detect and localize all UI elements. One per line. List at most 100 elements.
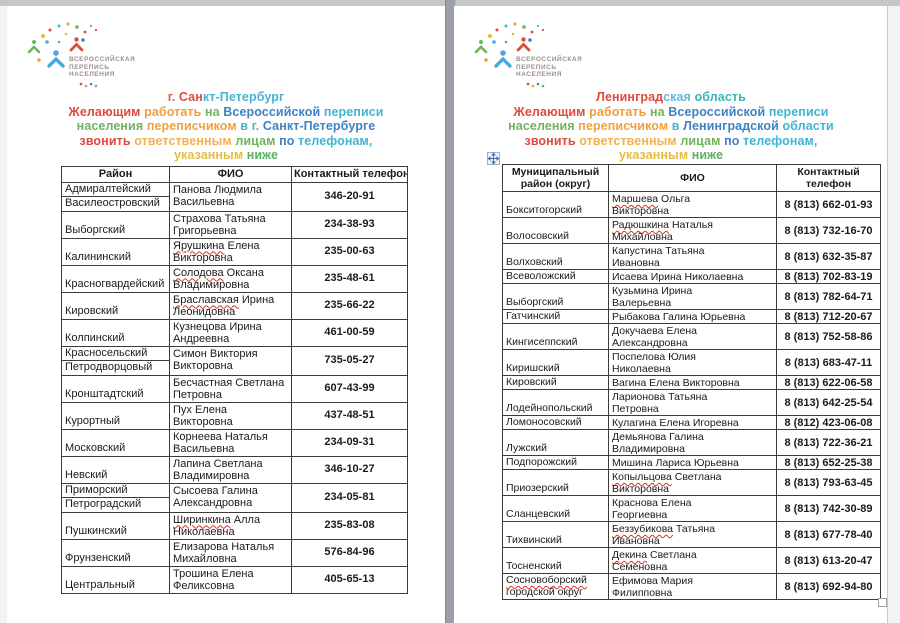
phone-cell: 8 (813) 722-36-21 — [776, 429, 881, 456]
district-cell: Центральный — [61, 565, 170, 594]
misspelled-word: Копыльцова — [612, 471, 672, 483]
district-cell: Выборгский — [502, 283, 609, 310]
title-word: переписчиком — [578, 119, 672, 134]
census-logo-graphic — [474, 22, 545, 88]
logo-text-line: НАСЕЛЕНИЯ — [69, 71, 115, 79]
contact-name-cell: Трошина Елена Феликсовна — [169, 565, 292, 594]
contact-name-cell: Докучаева Елена Александровна — [608, 323, 777, 350]
table-row: Центральный Трошина Елена Феликсовна 405-65… — [61, 565, 408, 594]
page-title-line: населения переписчиком в Ленинградской о… — [454, 119, 888, 134]
contact-name-cell: Кузьмина Ирина Валерьевна — [608, 283, 777, 310]
district-cell: Василеостровский — [61, 196, 170, 212]
census-logo: ВСЕРОССИЙСКАЯ ПЕРЕПИСЬ НАСЕЛЕНИЯ — [470, 20, 610, 98]
contact-name-cell: Солодова Оксана Владимировна — [169, 264, 292, 293]
contact-name-cell: Капустина Татьяна Ивановна — [608, 243, 777, 270]
title-word: звонить — [79, 133, 135, 148]
phone-cell: 235-66-22 — [291, 291, 408, 320]
contact-name-cell: Пух Елена Викторовна — [169, 401, 292, 430]
header-row: Район ФИО Контактный телефон — [61, 166, 408, 183]
district-cell: Приозерский — [502, 469, 609, 496]
district-cell: Красногвардейский — [61, 264, 170, 293]
title-word: кт-Петербург — [202, 90, 285, 104]
district-cell: Кировский — [502, 375, 609, 390]
phone-cell: 235-00-63 — [291, 237, 408, 266]
misspelled-word: Радюшкина — [612, 219, 670, 231]
misspelled-word: Беззубикова — [612, 523, 673, 535]
title-word: Желающим — [513, 104, 590, 119]
district-cell: Ломоносовский — [502, 415, 609, 430]
table-row: Волосовский Радюшкина Наталья Михайловна 8 … — [502, 217, 881, 244]
contact-name-cell: Кузнецова Ирина Андреевна — [169, 318, 292, 347]
page-title-lenobl: Ленинградская область Желающим работать н… — [454, 90, 888, 163]
title-word: Всероссийской — [668, 104, 769, 119]
phone-cell: 234-38-93 — [291, 210, 408, 239]
column-header: Район — [61, 166, 170, 183]
table-row: Всеволожский Исаева Ирина Николаевна 8 (81… — [502, 269, 881, 284]
title-word: Всероссийской — [223, 104, 324, 119]
title-word: лицам — [680, 133, 725, 148]
title-word: по — [724, 133, 744, 148]
page-title-line: Желающим работать на Всероссийской переп… — [7, 105, 445, 120]
title-word: телефонам, — [298, 133, 373, 148]
table-row: Подпорожский Мишина Лариса Юрьевна 8 (813)… — [502, 455, 881, 470]
table-move-handle-icon[interactable] — [487, 152, 500, 165]
contact-name-cell: Ярушкина Елена Викторовна — [169, 237, 292, 266]
title-word: указанным — [618, 148, 692, 163]
district-cell: Московский — [61, 428, 170, 457]
column-header: ФИО — [608, 164, 777, 192]
contact-name-cell: Вагина Елена Викторовна — [608, 375, 777, 390]
column-header: Муниципальный район (округ) — [502, 164, 609, 192]
table-row: Выборгский Страхова Татьяна Григорьевна 234… — [61, 210, 408, 239]
table-resize-handle[interactable] — [878, 598, 887, 607]
title-word: на — [204, 104, 224, 119]
contact-name-cell: Сысоева Галина Александровна — [169, 482, 292, 513]
page-lenobl: ВСЕРОССИЙСКАЯ ПЕРЕПИСЬ НАСЕЛЕНИЯ Ленинград… — [454, 6, 888, 623]
phone-cell: 8 (813) 613-20-47 — [776, 547, 881, 574]
title-word: по — [279, 133, 299, 148]
header-row: Муниципальный район (округ) ФИО Контактный… — [502, 164, 881, 192]
misspelled-word: Декина — [612, 549, 648, 561]
contact-name-cell: Корнеева Наталья Васильевна — [169, 428, 292, 457]
table-row: Калининский Ярушкина Елена Викторовна 235-0… — [61, 237, 408, 266]
title-word: ниже — [691, 148, 724, 163]
logo-text-line: ПЕРЕПИСЬ — [516, 63, 557, 71]
logo-text-line: ВСЕРОССИЙСКАЯ — [69, 56, 136, 63]
page-title-line: населения переписчиком в г. Санкт-Петерб… — [7, 119, 445, 134]
phone-cell: 8 (813) 702-83-19 — [776, 269, 881, 284]
table-row: Лодейнопольский Ларионова Татьяна Петровна… — [502, 389, 881, 416]
logo-text-line: ПЕРЕПИСЬ — [69, 63, 110, 71]
phone-cell: 8 (813) 683-47-11 — [776, 349, 881, 376]
title-word: в — [671, 119, 684, 134]
phone-cell: 8 (813) 793-63-45 — [776, 469, 881, 496]
table-row: Ломоносовский Кулагина Елена Игоревна 8 (8… — [502, 415, 881, 430]
phone-cell: 8 (813) 677-78-40 — [776, 521, 881, 548]
contact-name-cell: Кулагина Елена Игоревна — [608, 415, 777, 430]
phone-cell: 8 (813) 732-16-70 — [776, 217, 881, 244]
contact-name-cell: Радюшкина Наталья Михайловна — [608, 217, 777, 244]
title-word: Сан — [178, 90, 203, 104]
district-cell: Сланцевский — [502, 495, 609, 522]
title-word: области — [782, 119, 834, 134]
district-cell: Подпорожский — [502, 455, 609, 470]
phone-cell: 8 (812) 423-06-08 — [776, 415, 881, 430]
district-cell: Кронштадтский — [61, 374, 170, 403]
table-row: Фрунзенский Елизарова Наталья Михайловна 57… — [61, 538, 408, 567]
table-row: Кировский Вагина Елена Викторовна 8 (813) … — [502, 375, 881, 390]
table-row: Сланцевский Краснова Елена Георгиевна 8 (81… — [502, 495, 881, 522]
title-word: Ленинградской — [683, 119, 783, 134]
district-cell: Лужский — [502, 429, 609, 456]
phone-cell: 8 (813) 752-58-86 — [776, 323, 881, 350]
phone-cell: 234-05-81 — [291, 482, 408, 513]
phone-cell: 234-09-31 — [291, 428, 408, 457]
title-word: звонить — [524, 133, 580, 148]
contact-name-cell: Поспелова Юлия Николаевна — [608, 349, 777, 376]
title-word: ответственным — [579, 133, 681, 148]
title-word: Желающим — [68, 104, 145, 119]
contact-table-wrap-spb: Район ФИО Контактный телефон Адмиралтейски… — [61, 166, 408, 594]
table-row: Адмиралтейский Панова Людмила Васильевна 34… — [61, 181, 408, 212]
district-cell: Сосновоборский городской округ — [502, 573, 609, 600]
table-row: Приозерский Копыльцова Светлана Викторовна… — [502, 469, 881, 496]
contact-name-cell: Мишина Лариса Юрьевна — [608, 455, 777, 470]
contact-name-cell: Беззубикова Татьяна Ивановна — [608, 521, 777, 548]
table-row: Красногвардейский Солодова Оксана Владимир… — [61, 264, 408, 293]
